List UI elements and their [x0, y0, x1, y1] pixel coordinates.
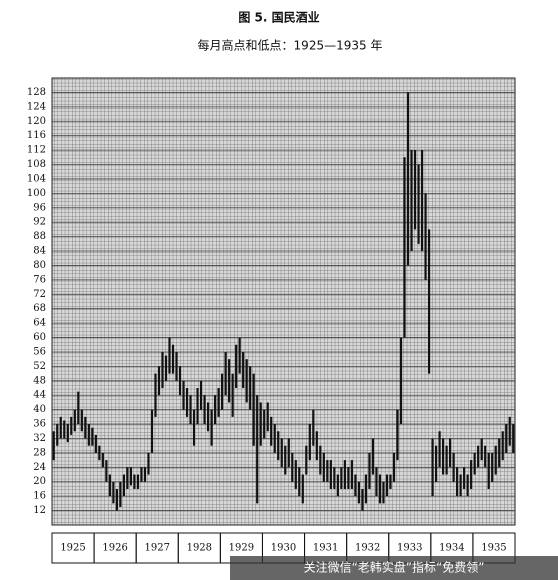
y-tick-label: 56 [33, 346, 46, 357]
watermark-bg [230, 556, 558, 580]
y-tick-label: 76 [33, 274, 46, 285]
x-tick-label: 1926 [102, 543, 127, 554]
y-tick-label: 84 [33, 246, 46, 257]
y-tick-label: 124 [27, 101, 46, 112]
x-tick-label: 1933 [397, 543, 422, 554]
y-tick-label: 92 [33, 217, 46, 228]
y-tick-label: 80 [33, 260, 46, 271]
y-tick-label: 20 [33, 476, 46, 487]
y-tick-label: 68 [33, 303, 46, 314]
y-tick-label: 52 [33, 361, 46, 372]
chart-title: 图 5. 国民酒业 [238, 10, 319, 25]
y-tick-label: 112 [27, 145, 46, 156]
x-tick-label: 1934 [439, 543, 464, 554]
x-tick-label: 1925 [60, 543, 85, 554]
y-tick-label: 48 [33, 375, 46, 386]
y-tick-label: 108 [27, 159, 46, 170]
x-tick-label: 1927 [145, 543, 170, 554]
x-tick-label: 1931 [313, 543, 338, 554]
y-tick-label: 96 [33, 202, 46, 213]
x-tick-label: 1935 [481, 543, 506, 554]
y-tick-label: 24 [33, 462, 46, 473]
y-tick-label: 72 [33, 289, 46, 300]
y-tick-label: 16 [33, 491, 46, 502]
x-tick-label: 1929 [229, 543, 254, 554]
y-tick-label: 40 [33, 404, 46, 415]
y-tick-label: 28 [33, 447, 46, 458]
y-tick-label: 88 [33, 231, 46, 242]
y-tick-label: 128 [27, 87, 46, 98]
x-tick-label: 1932 [355, 543, 380, 554]
y-tick-label: 60 [33, 332, 46, 343]
y-tick-label: 12 [33, 505, 46, 516]
x-tick-label: 1930 [271, 543, 296, 554]
y-tick-label: 116 [27, 130, 46, 141]
y-tick-label: 36 [33, 419, 46, 430]
chart-subtitle: 每月高点和低点：1925—1935 年 [198, 38, 383, 53]
y-tick-label: 120 [27, 116, 46, 127]
y-tick-label: 100 [27, 188, 46, 199]
y-tick-label: 64 [33, 318, 46, 329]
watermark: 关注微信“老韩实盘”指标“免费领” [304, 560, 485, 575]
plot-area [51, 77, 516, 526]
y-tick-label: 104 [27, 173, 46, 184]
x-tick-label: 1928 [187, 543, 212, 554]
y-tick-label: 44 [33, 390, 46, 401]
y-tick-label: 32 [33, 433, 46, 444]
